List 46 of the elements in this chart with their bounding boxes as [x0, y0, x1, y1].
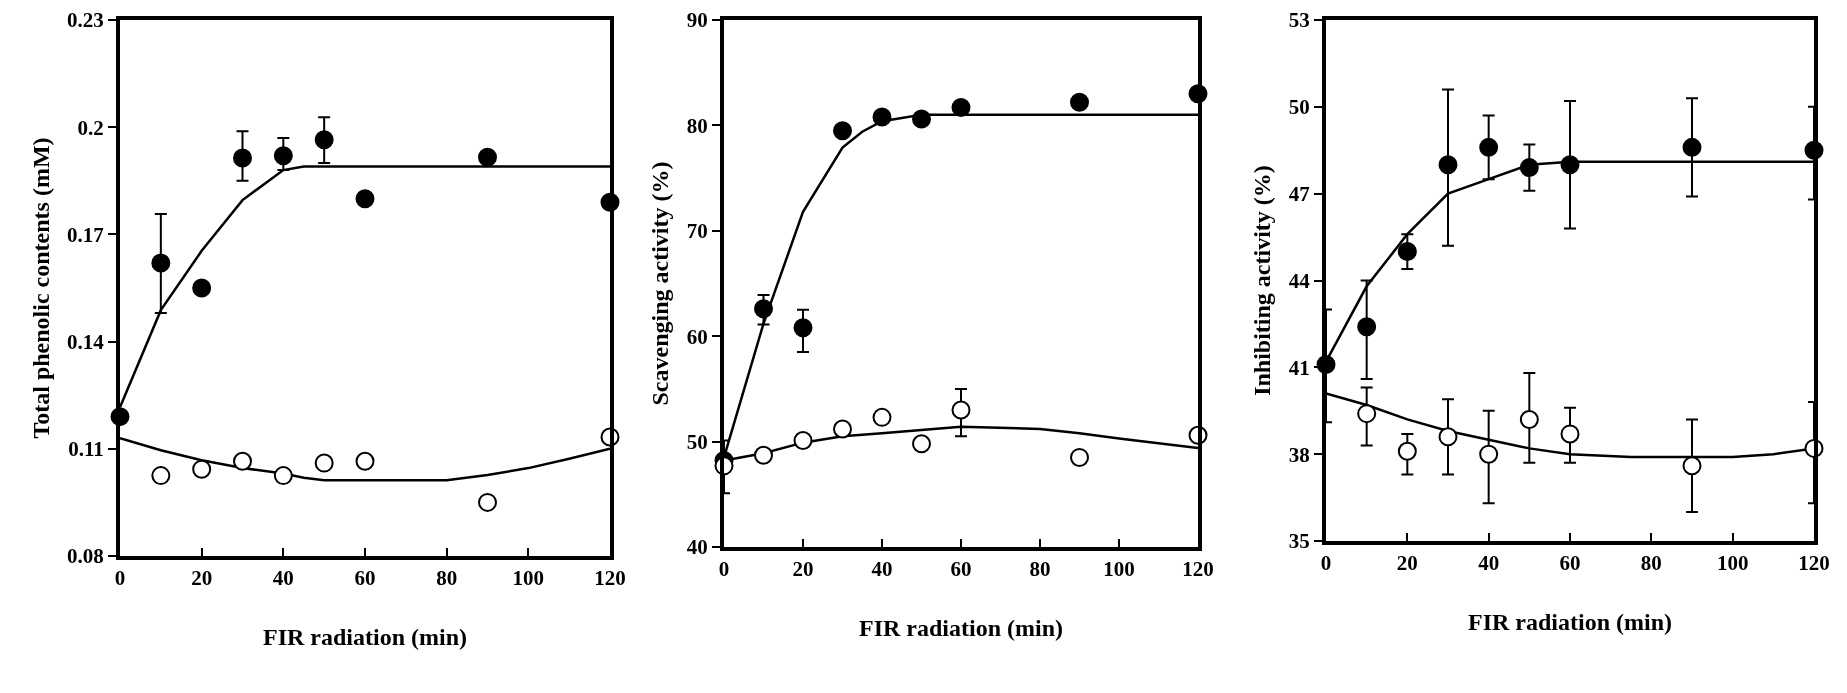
- x-tick-label: 100: [1103, 557, 1135, 582]
- y-tick-label: 0.11: [68, 437, 104, 462]
- x-tick-label: 60: [950, 557, 972, 582]
- x-tick-label: 100: [1716, 551, 1749, 576]
- y-tick-label: 60: [686, 324, 708, 349]
- x-axis-title: FIR radiation (min): [1468, 609, 1672, 635]
- x-axis-title: FIR radiation (min): [859, 615, 1063, 641]
- x-tick-label: 120: [1798, 551, 1830, 576]
- x-tick-label: 0: [114, 566, 126, 591]
- y-tick-label: 38: [1288, 442, 1310, 467]
- y-tick-label: 70: [686, 219, 708, 244]
- x-tick-label: 40: [871, 557, 893, 582]
- y-tick-label: 0.08: [67, 544, 104, 569]
- y-tick-label: 40: [686, 535, 708, 560]
- x-tick-label: 0: [1320, 551, 1332, 576]
- x-tick-label: 80: [1029, 557, 1051, 582]
- x-tick-label: 40: [272, 566, 294, 591]
- x-tick-label: 20: [191, 566, 213, 591]
- x-tick-label: 100: [512, 566, 545, 591]
- x-axis-title: FIR radiation (min): [263, 624, 467, 650]
- x-tick-label: 0: [718, 557, 730, 582]
- x-tick-label: 80: [1640, 551, 1662, 576]
- x-tick-label: 120: [594, 566, 626, 591]
- y-tick-label: 0.17: [67, 222, 104, 247]
- x-tick-label: 40: [1478, 551, 1500, 576]
- y-tick-label: 47: [1288, 182, 1310, 207]
- y-tick-label: 0.14: [67, 329, 105, 354]
- y-axis-title: Scavenging activity (%): [647, 161, 674, 406]
- y-tick-label: 0.2: [77, 115, 104, 140]
- x-tick-label: 60: [1559, 551, 1581, 576]
- y-tick-label: 90: [686, 8, 708, 33]
- x-tick-label: 20: [1396, 551, 1418, 576]
- y-tick-label: 50: [1288, 95, 1310, 120]
- x-tick-label: 80: [436, 566, 458, 591]
- y-tick-label: 53: [1288, 8, 1310, 33]
- y-axis-title: Total phenolic contents (mM): [27, 137, 54, 439]
- x-tick-label: 20: [792, 557, 814, 582]
- y-tick-label: 35: [1288, 529, 1310, 554]
- y-axis-title: Inhibiting activity (%): [1249, 165, 1276, 396]
- x-tick-label: 120: [1182, 557, 1214, 582]
- y-tick-label: 50: [686, 429, 708, 454]
- y-tick-label: 0.23: [67, 8, 104, 33]
- y-tick-label: 44: [1288, 268, 1311, 293]
- y-tick-label: 80: [686, 113, 708, 138]
- y-tick-label: 41: [1288, 355, 1310, 380]
- x-tick-label: 60: [354, 566, 376, 591]
